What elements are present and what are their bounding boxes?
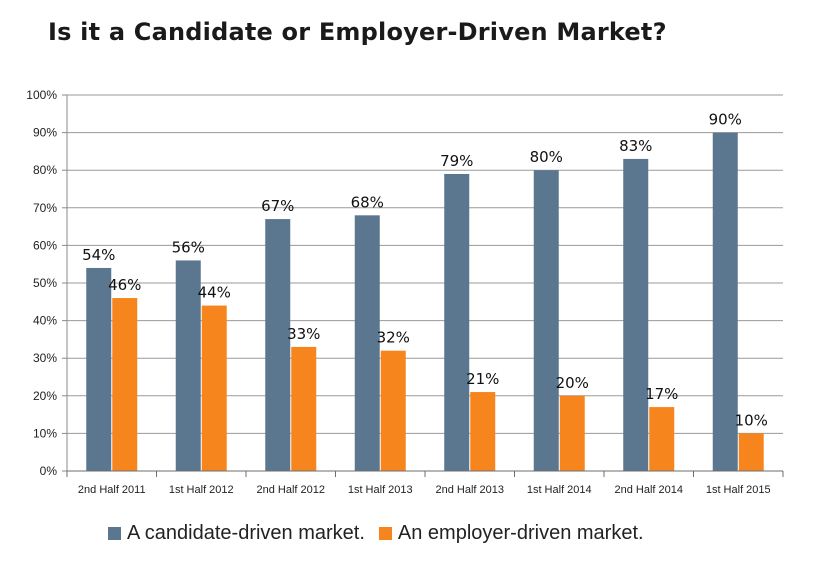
data-label: 21% [466, 370, 499, 388]
bar-employer [559, 395, 585, 471]
y-tick-label: 90% [33, 126, 57, 140]
bar-employer [201, 305, 227, 471]
x-tick-label: 1st Half 2012 [169, 484, 234, 496]
x-tick-label: 1st Half 2015 [706, 484, 771, 496]
bar-candidate [265, 219, 291, 471]
y-tick-label: 0% [40, 464, 58, 478]
bar-employer [649, 407, 675, 471]
bars [86, 132, 764, 472]
y-tick-label: 20% [33, 389, 57, 403]
bar-candidate [623, 158, 649, 472]
bar-employer [470, 392, 496, 471]
legend-swatch-employer [378, 527, 392, 540]
data-label: 79% [440, 152, 473, 170]
x-tick-label: 1st Half 2014 [527, 484, 592, 496]
bar-employer [380, 350, 406, 471]
data-label: 17% [645, 385, 678, 403]
data-label: 44% [198, 284, 231, 302]
data-labels: 54% 56% 67% 68% 79% 80% 83% 90% 46% 44% 33% 32% 21% 2… [82, 111, 768, 430]
bar-employer [738, 433, 764, 471]
bar-candidate [533, 170, 559, 471]
data-label: 56% [172, 238, 205, 256]
data-label: 46% [108, 276, 141, 294]
x-tick-label: 2nd Half 2012 [257, 484, 326, 496]
legend-label-employer: An employer-driven market. [397, 522, 644, 544]
x-tick-label: 2nd Half 2014 [615, 484, 684, 496]
data-label: 32% [377, 329, 410, 347]
data-label: 80% [530, 148, 563, 166]
y-tick-label: 60% [33, 238, 57, 252]
bar-employer [291, 346, 317, 471]
legend-swatch-candidate [108, 527, 121, 540]
data-label: 67% [261, 197, 294, 215]
bar-candidate [354, 215, 380, 471]
y-tick-label: 50% [33, 276, 57, 290]
bar-candidate [712, 132, 738, 471]
x-tick-label: 1st Half 2013 [348, 484, 413, 496]
bar-candidate [175, 260, 201, 471]
gridlines [67, 94, 783, 472]
y-tick-label: 40% [33, 314, 57, 328]
legend-item-employer: An employer-driven market. [378, 522, 644, 545]
data-label: 68% [351, 193, 384, 211]
y-tick-label: 80% [33, 163, 57, 177]
data-label: 54% [82, 246, 115, 264]
data-label: 20% [556, 374, 589, 392]
data-label: 10% [735, 411, 768, 429]
legend: A candidate-driven market. An employer-d… [108, 522, 658, 545]
bar-employer [112, 298, 138, 471]
legend-label-candidate: A candidate-driven market. [127, 522, 365, 544]
bar-candidate [444, 173, 470, 471]
chart-title: Is it a Candidate or Employer-Driven Mar… [48, 18, 667, 46]
data-label: 90% [709, 111, 742, 129]
y-tick-label: 70% [33, 201, 57, 215]
y-axis: 0% 10% 20% 30% 40% 50% 60% 70% 80% 90% 100% [26, 88, 68, 478]
x-axis: 2nd Half 2011 1st Half 2012 2nd Half 2012 1… [66, 470, 784, 496]
data-label: 83% [619, 137, 652, 155]
y-tick-label: 30% [33, 351, 57, 365]
x-tick-label: 2nd Half 2013 [436, 484, 505, 496]
x-tick-label: 2nd Half 2011 [78, 484, 146, 496]
legend-item-candidate: A candidate-driven market. [108, 522, 365, 545]
bar-candidate [86, 267, 112, 471]
y-tick-label: 10% [33, 426, 57, 440]
y-tick-label: 100% [26, 88, 57, 102]
data-label: 33% [287, 325, 320, 343]
